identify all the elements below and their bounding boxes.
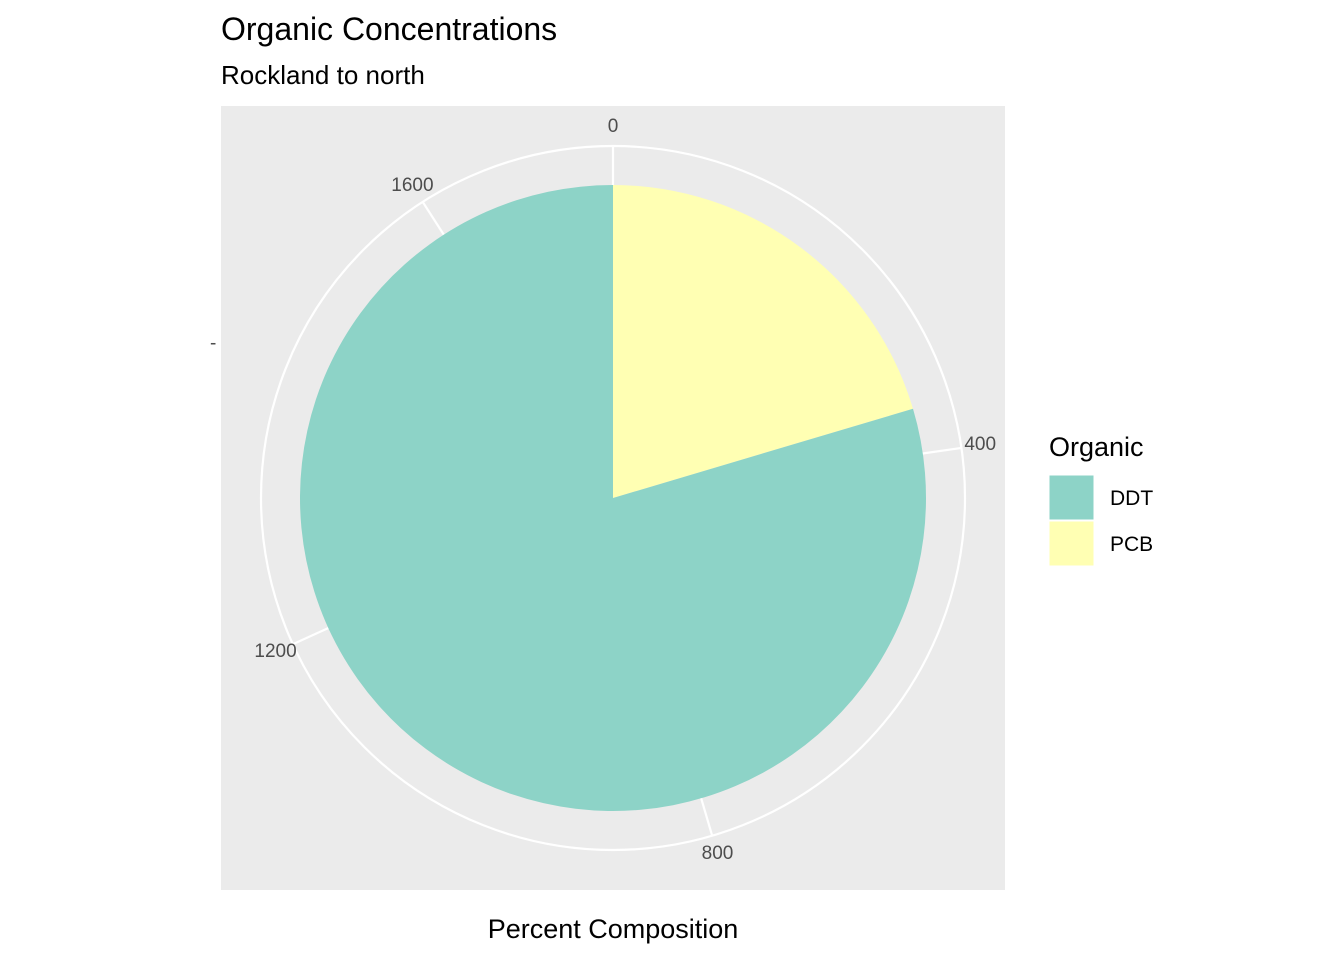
legend-label-pcb: PCB (1110, 533, 1153, 556)
theta-tick-label-400: 400 (964, 434, 996, 455)
theta-tick-label-1600: 1600 (391, 175, 433, 196)
legend-label-ddt: DDT (1110, 487, 1153, 510)
legend-title: Organic (1049, 432, 1144, 462)
grid-layer (259, 144, 967, 852)
x-axis-title: Percent Composition (488, 914, 739, 944)
legend-key-pcb (1048, 520, 1095, 567)
pie-slice-ddt (299, 185, 927, 811)
y-tick-label: - (210, 333, 216, 354)
grid-line-1600 (421, 201, 446, 237)
pie-slice-pcb (613, 185, 914, 498)
theta-tick-label-1200: 1200 (254, 641, 296, 662)
slice-layer (299, 185, 927, 811)
chart-subtitle: Rockland to north (221, 60, 425, 90)
tick-layer: 0 400 800 1200 1600 (254, 116, 996, 864)
legend: Organic DDT PCB (1048, 432, 1153, 567)
theta-tick-label-800: 800 (702, 843, 734, 864)
chart-title: Organic Concentrations (221, 11, 557, 47)
grid-line-1200 (292, 626, 331, 646)
grid-line-800 (699, 796, 714, 837)
grid-line-400 (920, 446, 962, 455)
legend-key-ddt (1048, 474, 1095, 521)
theta-tick-label-0: 0 (608, 116, 619, 137)
